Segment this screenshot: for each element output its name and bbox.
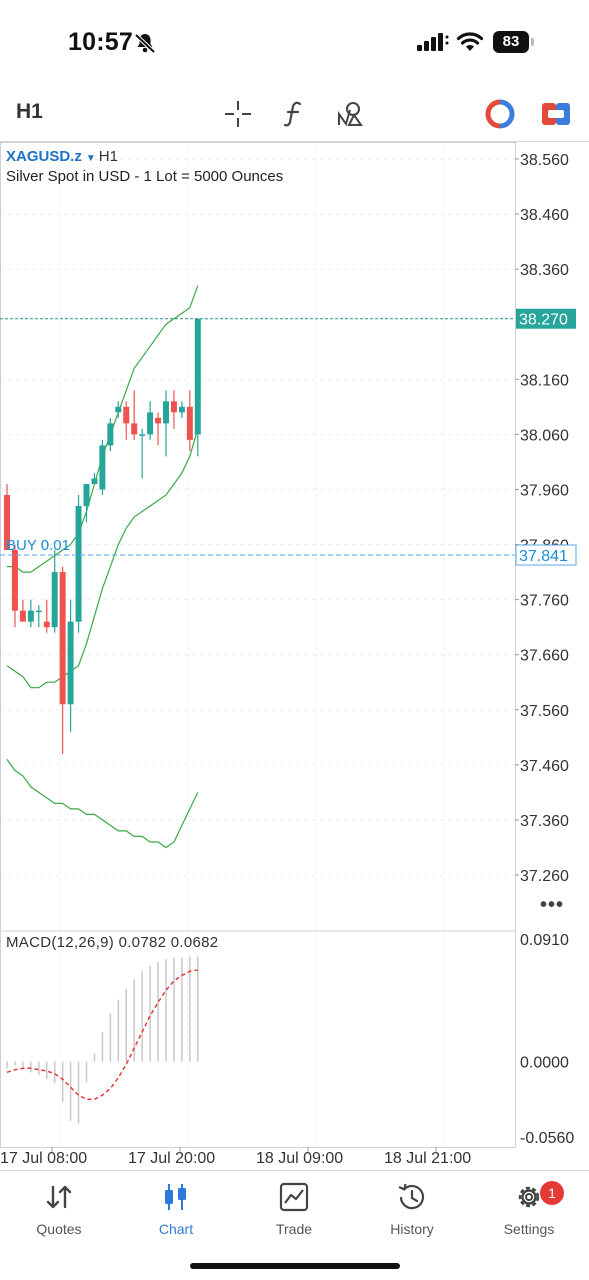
candle-body [107,423,114,446]
wifi-icon [456,31,484,58]
candle-body [19,610,26,622]
position-price-label: 37.841 [519,548,568,565]
timeframe-button[interactable]: H1 [16,100,43,123]
battery-icon: 83 [493,31,529,53]
candle-body [123,406,130,424]
price-tick-label: 38.360 [520,262,569,279]
candle-body [67,621,74,705]
nav-trade-label: Trade [275,1221,313,1237]
nav-quotes[interactable]: Quotes [4,1179,114,1237]
chart-toolbar: H1 [0,88,589,142]
candle-body [139,434,146,436]
one-click-trading-icon[interactable] [482,96,518,132]
candle-body [91,478,98,484]
candle-body [194,318,201,435]
price-chart[interactable]: 38.560 38.460 38.360 38.160 38.060 37.960 37.8… [0,142,589,1170]
candle-body [35,610,42,613]
nav-history[interactable]: History [357,1179,467,1237]
nav-settings[interactable]: Settings 1 [474,1179,584,1237]
time-tick-label: 18 Jul 21:00 [384,1150,471,1167]
price-tick-label: 38.160 [520,372,569,389]
price-tick-label: 38.460 [520,207,569,224]
candle-body [115,406,122,413]
candle-body [59,572,66,705]
cellular-signal-icon [417,32,449,57]
home-indicator [190,1263,400,1269]
trade-icon [239,1179,349,1215]
symbol-name[interactable]: XAGUSD.z [6,148,82,165]
price-tick-label: 37.460 [520,758,569,775]
macd-label: MACD(12,26,9) 0.0782 0.0682 [6,934,219,951]
current-price-label: 38.270 [519,312,568,329]
price-tick-label: 37.660 [520,648,569,665]
nav-chart-label: Chart [158,1221,194,1237]
quotes-icon [4,1179,114,1215]
nav-chart[interactable]: Chart [121,1179,231,1237]
price-tick-label: 37.960 [520,482,569,499]
candle-body [163,401,169,424]
candle-body [155,417,162,424]
candle-body [4,494,10,551]
symbol-header[interactable]: XAGUSD.z ▼ H1 [6,148,118,165]
notification-badge: 1 [540,1181,564,1205]
candle-body [131,423,138,435]
bell-muted-icon [134,32,156,59]
price-tick-label: 38.060 [520,427,569,444]
position-price-tag [515,544,577,566]
indicators-icon[interactable] [276,96,312,132]
more-options-icon[interactable]: ••• [540,894,565,916]
chart-border [0,142,516,1148]
time-tick-label: 17 Jul 20:00 [128,1150,215,1167]
candle-body [99,445,106,490]
symbol-dropdown-icon[interactable]: ▼ [85,153,96,164]
candle-body [51,572,58,628]
battery-level: 83 [502,33,520,50]
symbol-timeframe: H1 [98,148,118,165]
nav-history-label: History [390,1221,434,1237]
candle-body [11,550,18,611]
candle-body [170,401,177,413]
candle-body [75,505,82,622]
time-tick-label: 18 Jul 09:00 [256,1150,343,1167]
position-label[interactable]: BUY 0.01 [6,537,70,554]
candle-body [43,621,50,628]
candle-body [178,406,185,413]
macd-tick-label: 0.0910 [520,932,569,949]
nav-trade[interactable]: Trade [239,1179,349,1237]
price-tick-label: 37.260 [520,868,569,885]
current-price-tag [516,308,576,329]
price-tick-label: 37.560 [520,703,569,720]
objects-icon[interactable] [332,96,368,132]
bollinger-lower-line [6,758,199,849]
price-tick-label: 37.760 [520,593,569,610]
bottom-navigation: Quotes Chart Trade [0,1170,589,1280]
time-tick-label: 17 Jul 08:00 [0,1150,87,1167]
nav-quotes-label: Quotes [36,1221,82,1237]
history-icon [357,1179,467,1215]
candle-body [186,406,193,440]
trade-panel-icon[interactable] [538,96,574,132]
candle-body [147,412,154,435]
macd-signal-line [6,969,198,1101]
gear-icon [474,1179,584,1215]
macd-tick-label: 0.0000 [520,1055,569,1072]
symbol-description: Silver Spot in USD - 1 Lot = 5000 Ounces [6,168,284,185]
chart-candles-icon [121,1179,231,1215]
candle-body [83,483,90,506]
macd-tick-label: -0.0560 [520,1130,574,1147]
battery-cap [531,38,534,46]
chart-area[interactable]: 38.560 38.460 38.360 38.160 38.060 37.960 37.8… [0,142,589,1170]
bollinger-upper-line [7,285,199,573]
price-tick-label: 37.360 [520,813,569,830]
status-bar: 10:57 83 [0,0,589,88]
nav-settings-label: Settings [503,1221,555,1237]
price-tick-label: 38.560 [520,152,569,169]
status-time: 10:57 [68,28,133,56]
candle-body [27,610,34,622]
crosshair-icon[interactable] [220,96,256,132]
bollinger-middle-line [6,428,199,689]
